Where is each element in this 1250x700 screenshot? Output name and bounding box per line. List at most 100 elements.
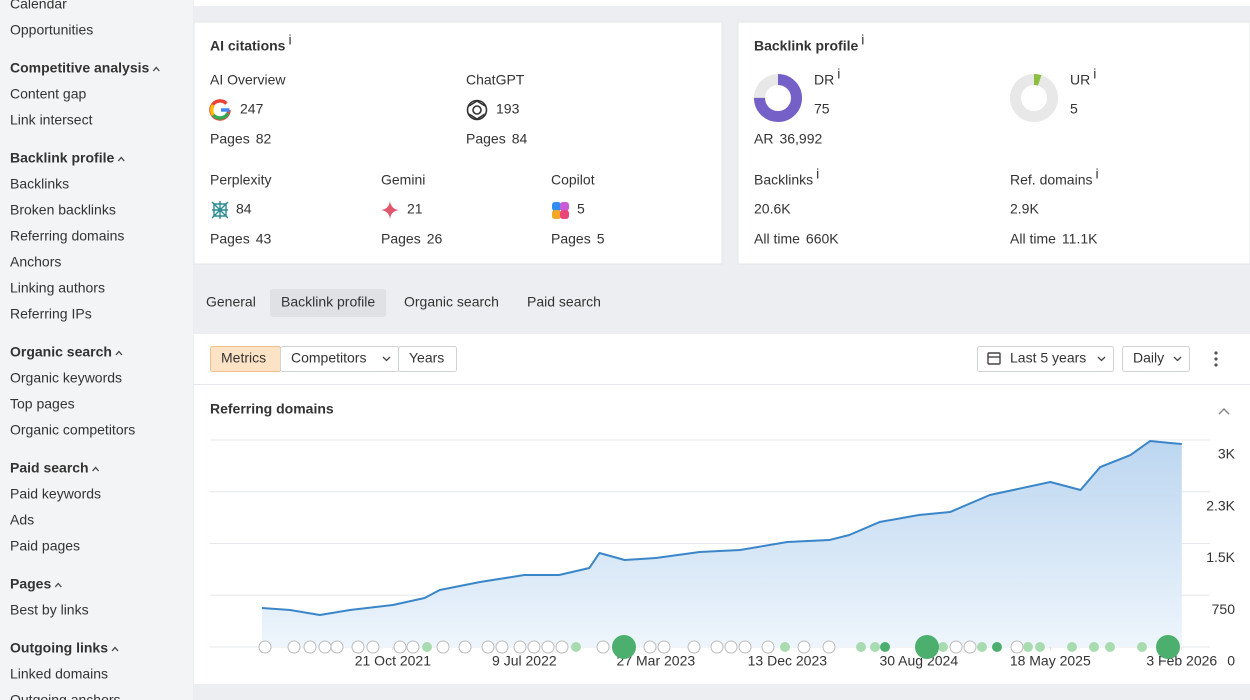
metric-value[interactable]: 20.6K <box>754 201 791 217</box>
button-label[interactable]: Years <box>409 350 444 366</box>
tab[interactable]: General <box>206 294 256 310</box>
calendar-icon <box>987 352 1001 365</box>
more-menu[interactable] <box>1214 351 1218 367</box>
sidebar-heading[interactable]: Paid search <box>10 460 89 476</box>
sidebar-link[interactable]: Outgoing anchors <box>10 692 121 700</box>
sidebar-heading[interactable]: Backlink profile <box>10 150 114 166</box>
info-icon[interactable]: i <box>1093 66 1096 82</box>
collapse-chevron[interactable] <box>1218 407 1230 415</box>
button-bg <box>977 346 1114 372</box>
y-tick-label: 0 <box>1227 653 1235 669</box>
button-label[interactable]: Competitors <box>291 350 366 366</box>
pages-label: Pages <box>210 131 250 147</box>
sidebar-link[interactable]: Content gap <box>10 86 86 102</box>
card-title: AI citations <box>210 38 286 54</box>
info-icon[interactable]: i <box>816 166 819 182</box>
citation-count[interactable]: 193 <box>496 101 520 117</box>
button[interactable]: Years <box>398 346 457 372</box>
sidebar-link[interactable]: Linked domains <box>10 666 108 682</box>
button[interactable]: Competitors <box>280 346 399 372</box>
pages-label: Pages <box>466 131 506 147</box>
tab-label[interactable]: Backlink profile <box>281 294 375 310</box>
pages-count[interactable]: 5 <box>597 231 605 247</box>
sidebar-link[interactable]: Link intersect <box>10 112 93 128</box>
button[interactable]: Daily <box>1122 346 1190 372</box>
metric-value[interactable]: 2.9K <box>1010 201 1039 217</box>
sidebar-link[interactable]: Broken backlinks <box>10 202 116 218</box>
info-icon[interactable]: i <box>861 32 864 48</box>
google-icon <box>209 99 231 121</box>
chevron <box>1097 356 1106 362</box>
sidebar-heading[interactable]: Outgoing links <box>10 640 108 656</box>
info-icon[interactable]: i <box>837 66 840 82</box>
pages-label: Pages <box>381 231 421 247</box>
pages-count[interactable]: 26 <box>427 231 443 247</box>
sidebar-link[interactable]: Calendar <box>10 0 67 12</box>
y-tick-label: 3K <box>1218 446 1236 462</box>
citation-count[interactable]: 21 <box>407 201 423 217</box>
chevron <box>152 66 160 72</box>
x-tick-label: 9 Jul 2022 <box>492 653 557 669</box>
citation-count[interactable]: 247 <box>240 101 264 117</box>
citation-count[interactable]: 84 <box>236 201 252 217</box>
button[interactable]: Metrics <box>210 346 281 372</box>
sidebar-heading[interactable]: Organic search <box>10 344 112 360</box>
chevron <box>115 350 123 356</box>
source-name: Copilot <box>551 172 595 188</box>
sidebar-link[interactable]: Anchors <box>10 254 61 270</box>
button-label[interactable]: Last 5 years <box>1010 350 1086 366</box>
chevron <box>54 582 62 588</box>
button[interactable]: Last 5 years <box>977 346 1114 372</box>
button-label[interactable]: Metrics <box>221 350 266 366</box>
donut-arc <box>1010 74 1058 122</box>
sidebar-link[interactable]: Ads <box>10 512 34 528</box>
sidebar-link[interactable]: Backlinks <box>10 176 69 192</box>
sidebar-link[interactable]: Top pages <box>10 396 75 412</box>
tab[interactable]: Backlink profile <box>270 289 387 317</box>
sidebar-heading[interactable]: Pages <box>10 576 51 592</box>
sidebar-link[interactable]: Organic keywords <box>10 370 122 386</box>
area <box>261 441 1182 647</box>
all-time-value: 11.1K <box>1062 231 1098 247</box>
metric-label: Backlinks <box>754 172 813 188</box>
citation-count[interactable]: 5 <box>577 201 585 217</box>
sidebar-link[interactable]: Best by links <box>10 602 89 618</box>
chevron <box>117 156 125 162</box>
tab-label[interactable]: Paid search <box>527 294 601 310</box>
tab-label[interactable]: Organic search <box>404 294 499 310</box>
metric-value: 75 <box>814 101 830 117</box>
pages-count[interactable]: 84 <box>512 131 528 147</box>
x-tick-label: 27 Mar 2023 <box>617 653 696 669</box>
sidebar-link[interactable]: Referring IPs <box>10 306 92 322</box>
sidebar-link[interactable]: Linking authors <box>10 280 105 296</box>
tab[interactable]: Organic search <box>404 294 499 310</box>
ai-citations-card <box>193 21 723 265</box>
y-tick-label: 1.5K <box>1206 549 1235 565</box>
pages-count[interactable]: 82 <box>256 131 272 147</box>
sidebar-link[interactable]: Referring domains <box>10 228 124 244</box>
y-tick-label: 2.3K <box>1206 497 1235 513</box>
sidebar <box>0 0 193 700</box>
sidebar-link[interactable]: Opportunities <box>10 22 93 38</box>
sidebar-link[interactable]: Paid keywords <box>10 486 101 502</box>
gemini-icon <box>381 201 399 219</box>
y-tick-label: 750 <box>1212 601 1236 617</box>
source-name: Perplexity <box>210 172 271 188</box>
event-markers <box>258 635 1180 659</box>
sidebar-link[interactable]: Paid pages <box>10 538 80 554</box>
perplexity-icon <box>211 201 229 219</box>
metric-value[interactable]: 36,992 <box>779 131 822 147</box>
sidebar-link[interactable]: Organic competitors <box>10 422 135 438</box>
source-name: ChatGPT <box>466 72 525 88</box>
sidebar-heading[interactable]: Competitive analysis <box>10 60 149 76</box>
all-time-value: 660K <box>806 231 839 247</box>
info-icon[interactable]: i <box>288 32 291 48</box>
tab[interactable]: Paid search <box>527 294 601 310</box>
x-tick-label: 13 Dec 2023 <box>748 653 828 669</box>
info-icon[interactable]: i <box>1095 166 1098 182</box>
button-label[interactable]: Daily <box>1133 350 1164 366</box>
tab-label[interactable]: General <box>206 294 256 310</box>
tab-active-bg <box>270 289 387 317</box>
pages-count[interactable]: 43 <box>256 231 272 247</box>
